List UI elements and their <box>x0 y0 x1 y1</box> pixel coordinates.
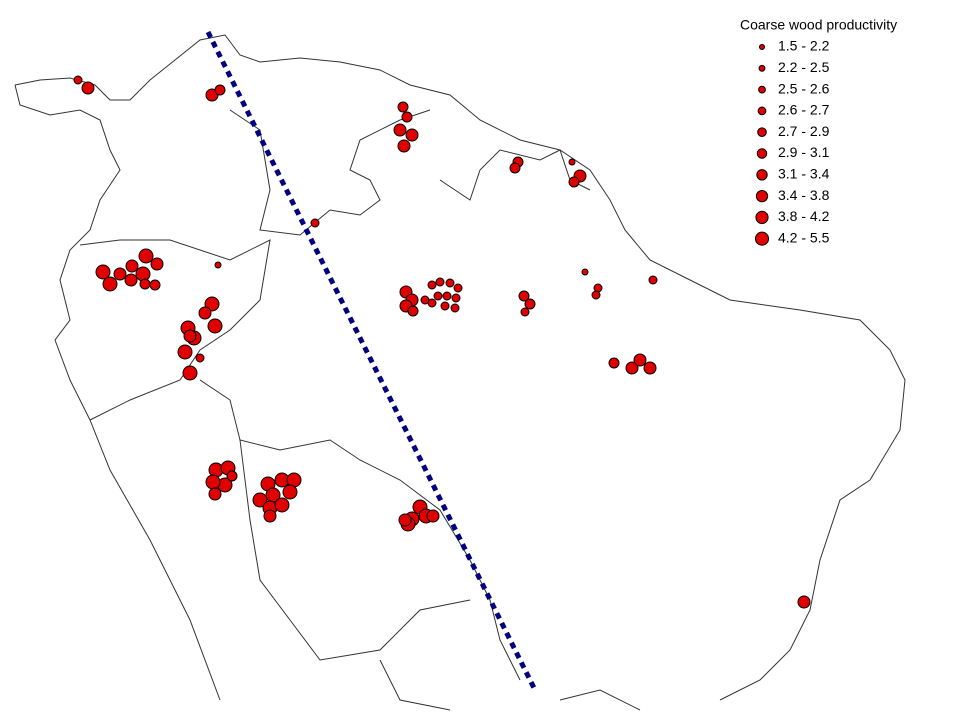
site-marker <box>73 75 83 85</box>
site-marker <box>407 305 419 317</box>
site-marker <box>426 509 440 523</box>
legend-label: 4.2 - 5.5 <box>778 229 830 245</box>
site-marker <box>150 257 164 271</box>
site-marker <box>398 513 412 527</box>
border <box>239 439 471 661</box>
border <box>229 109 431 236</box>
legend-label: 3.4 - 3.8 <box>778 187 830 203</box>
site-marker <box>568 176 580 188</box>
site-marker <box>435 277 445 287</box>
site-marker <box>138 248 154 264</box>
site-marker <box>453 283 463 293</box>
site-marker <box>797 595 811 609</box>
site-marker <box>81 81 95 95</box>
legend-symbol <box>757 127 767 137</box>
coastline-west <box>14 84 221 701</box>
site-marker <box>124 273 138 287</box>
site-marker <box>518 290 530 302</box>
legend-label: 2.6 - 2.7 <box>778 102 830 118</box>
legend-label: 1.5 - 2.2 <box>778 38 830 54</box>
site-marker <box>451 293 461 303</box>
site-marker <box>149 279 161 291</box>
legend-label: 3.1 - 3.4 <box>778 166 830 182</box>
site-marker <box>445 278 455 288</box>
sites <box>73 75 811 609</box>
site-marker <box>195 353 205 363</box>
legend-label: 3.8 - 4.2 <box>778 208 830 224</box>
legend-symbol <box>754 231 770 246</box>
site-marker <box>198 306 212 320</box>
border <box>79 239 271 421</box>
legend-symbol <box>756 169 768 181</box>
legend-symbol <box>757 106 767 116</box>
site-marker <box>207 318 223 334</box>
site-marker <box>226 470 238 482</box>
dashed-line <box>205 30 538 692</box>
site-marker <box>214 84 226 96</box>
site-marker <box>633 353 647 367</box>
legend-title: Coarse wood productivity <box>740 17 897 33</box>
site-marker <box>427 280 437 290</box>
site-marker <box>442 291 452 301</box>
borders <box>14 34 906 711</box>
site-marker <box>450 303 460 313</box>
site-marker <box>524 298 536 310</box>
site-marker <box>648 275 658 285</box>
site-marker <box>608 357 620 369</box>
site-marker <box>282 484 298 500</box>
site-marker <box>433 291 443 301</box>
site-marker <box>177 344 193 360</box>
site-marker <box>581 268 589 276</box>
site-marker <box>139 278 151 290</box>
site-marker <box>401 111 413 123</box>
site-marker <box>568 158 576 166</box>
site-marker <box>125 259 139 273</box>
site-marker <box>274 497 290 513</box>
site-marker <box>427 298 437 308</box>
site-marker <box>520 307 530 317</box>
site-marker <box>591 290 601 300</box>
site-marker <box>204 296 220 312</box>
border <box>439 149 591 201</box>
legend-symbol <box>755 210 769 224</box>
site-marker <box>113 267 127 281</box>
legend-label: 2.5 - 2.6 <box>778 80 830 96</box>
border <box>379 659 641 711</box>
site-marker <box>625 361 639 375</box>
site-marker <box>252 492 268 508</box>
site-marker <box>440 301 450 311</box>
site-marker <box>263 509 277 523</box>
site-marker <box>405 128 419 142</box>
site-marker <box>214 261 222 269</box>
legend: Coarse wood productivity 1.5 - 2.2 2.2 - … <box>740 17 897 246</box>
site-marker <box>102 276 118 292</box>
legend-symbol <box>756 148 768 159</box>
legend-symbol <box>758 64 766 72</box>
site-marker <box>182 365 198 381</box>
site-marker <box>397 139 411 153</box>
site-marker <box>183 329 197 343</box>
site-marker <box>95 264 111 280</box>
site-marker <box>643 361 657 375</box>
site-marker <box>393 123 407 137</box>
site-marker <box>205 474 221 490</box>
legend-label: 2.9 - 3.1 <box>778 144 830 160</box>
site-marker <box>310 218 320 228</box>
legend-symbol <box>755 189 769 203</box>
legend-symbol <box>758 85 766 94</box>
site-marker <box>397 101 409 113</box>
legend-symbol <box>759 44 765 50</box>
legend-label: 2.7 - 2.9 <box>778 123 830 139</box>
site-marker <box>509 162 521 174</box>
site-marker <box>208 487 222 501</box>
coastline <box>14 34 906 701</box>
legend-label: 2.2 - 2.5 <box>778 59 830 75</box>
